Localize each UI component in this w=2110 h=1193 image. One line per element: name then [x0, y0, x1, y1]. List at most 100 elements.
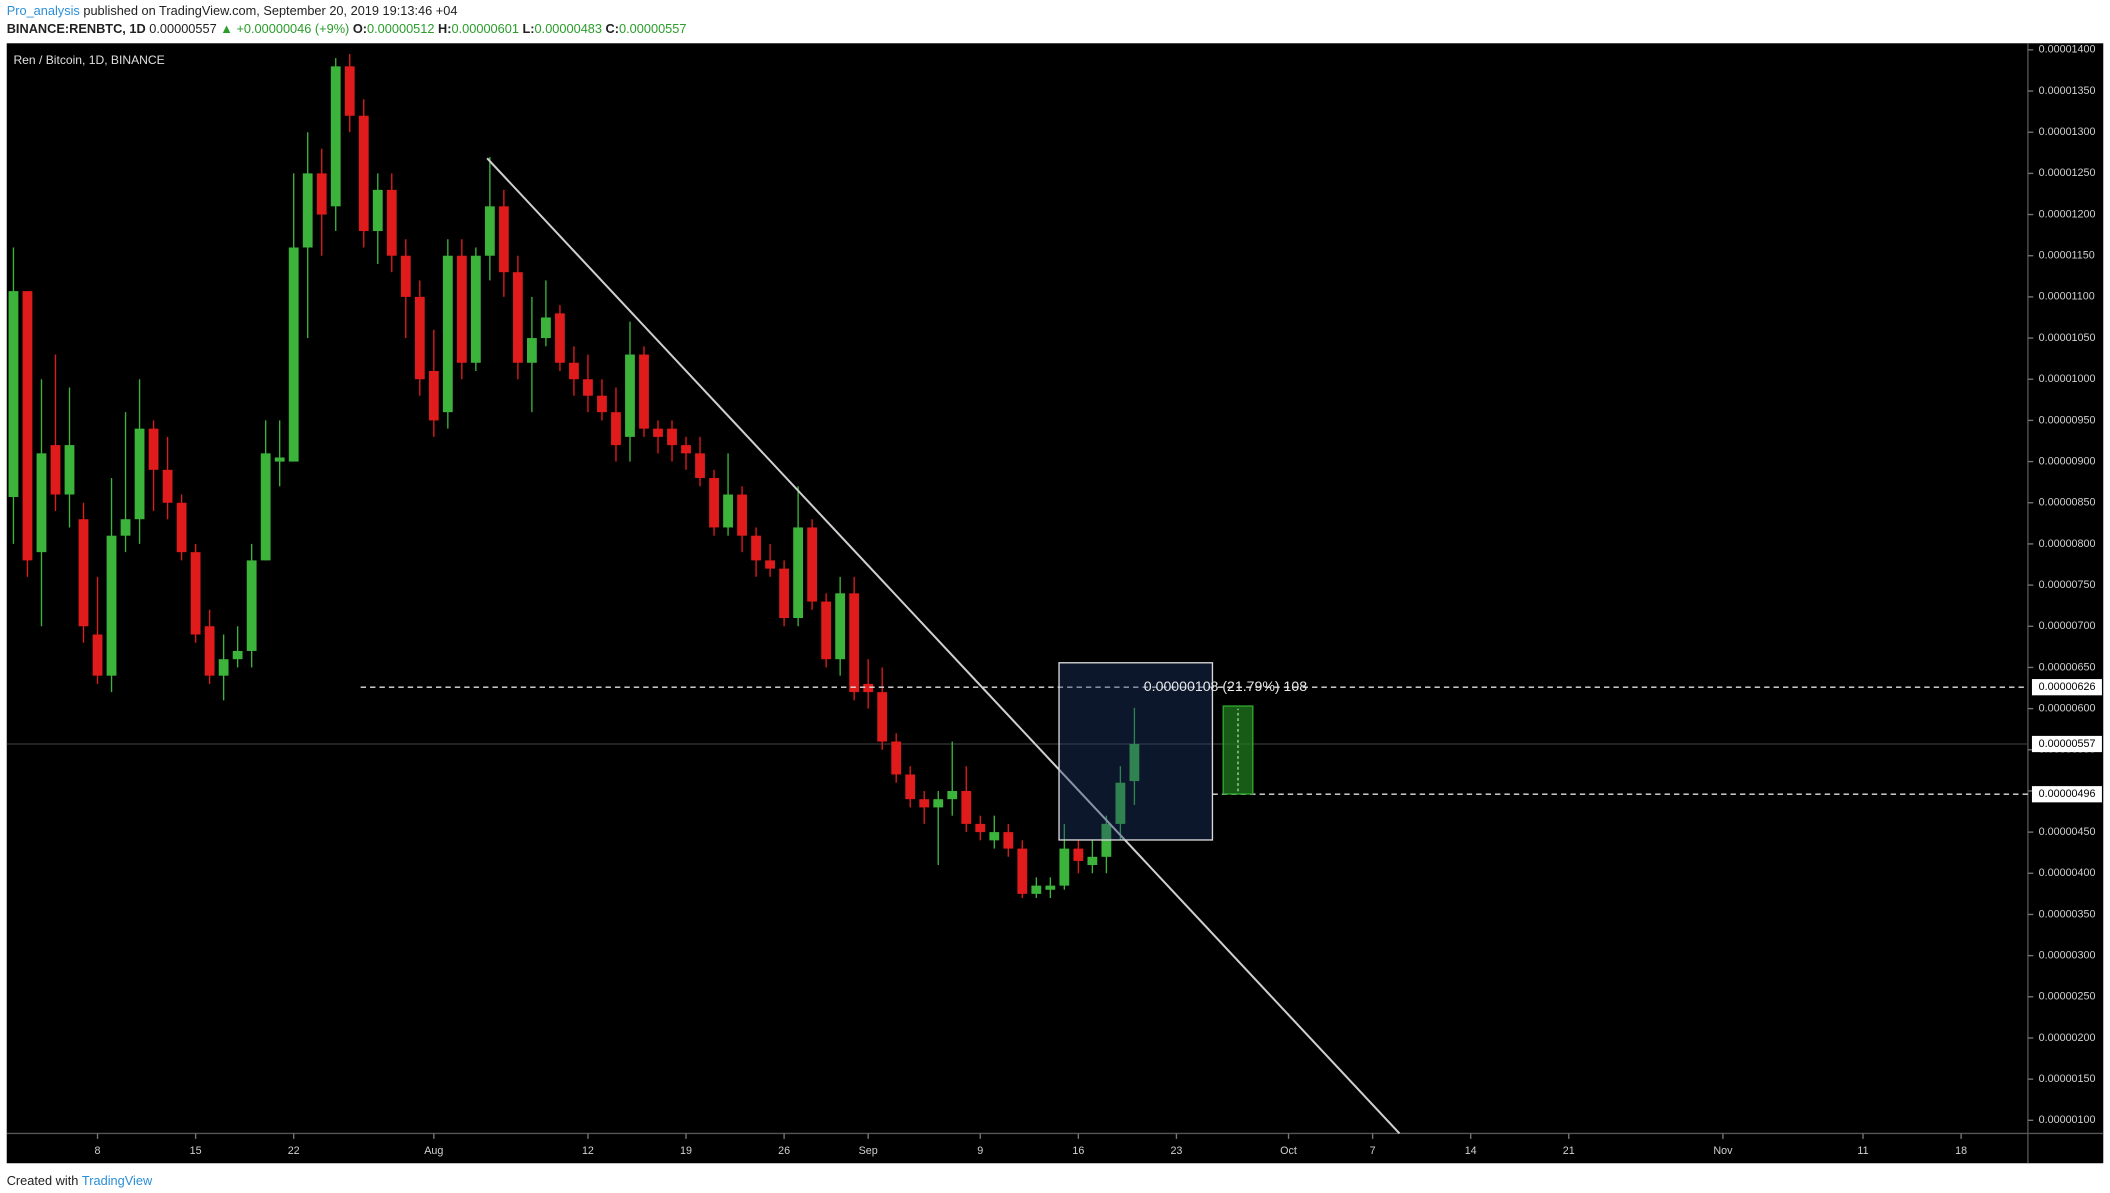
- candle-body: [232, 650, 243, 660]
- y-tick-label: 0.00000700: [2039, 620, 2096, 632]
- l-label: L:: [523, 21, 535, 36]
- y-tick-label: 0.00000950: [2039, 414, 2096, 426]
- c-value: 0.00000557: [619, 21, 686, 36]
- x-tick-label: 7: [1370, 1145, 1376, 1157]
- candle-body: [555, 313, 565, 363]
- candle-body: [625, 354, 635, 437]
- arrow: ▲: [220, 21, 233, 36]
- candle-body: [947, 790, 958, 800]
- candle-body: [316, 173, 327, 215]
- chart-title: Ren / Bitcoin, 1D, BINANCE: [13, 53, 164, 67]
- level-label: 0.00000626: [2039, 681, 2096, 693]
- x-tick-label: Nov: [1713, 1145, 1733, 1157]
- candle-body: [176, 502, 187, 553]
- level-label: 0.00000496: [2039, 788, 2096, 800]
- y-tick-label: 0.00001200: [2039, 208, 2096, 220]
- h-label: H:: [438, 21, 451, 36]
- candle-body: [498, 206, 509, 273]
- y-tick-label: 0.00000650: [2039, 661, 2096, 673]
- published: published on TradingView.com, September …: [83, 4, 457, 19]
- x-tick-label: 11: [1857, 1145, 1868, 1157]
- x-tick-label: 21: [1563, 1145, 1575, 1157]
- candle-body: [611, 412, 621, 446]
- candle-body: [569, 362, 579, 380]
- candle-body: [372, 189, 383, 232]
- x-tick-label: 26: [778, 1145, 790, 1157]
- candle-body: [78, 519, 89, 627]
- candle-body: [723, 494, 733, 528]
- candle-body: [849, 593, 860, 693]
- o-value: 0.00000512: [367, 21, 434, 36]
- trend-line[interactable]: [486, 157, 1401, 1135]
- candle-body: [891, 741, 902, 775]
- candle-body: [330, 66, 341, 207]
- candle-body: [22, 291, 33, 561]
- x-tick-label: 23: [1170, 1145, 1182, 1157]
- candle-body: [919, 799, 930, 808]
- candle-body: [344, 66, 355, 116]
- candle-body: [1087, 856, 1098, 866]
- footer-created: Created with: [7, 1174, 79, 1189]
- candle-body: [120, 519, 131, 536]
- y-tick-label: 0.00000200: [2039, 1032, 2096, 1044]
- candle-body: [1115, 782, 1126, 824]
- candle-body: [653, 428, 663, 437]
- c-label: C:: [606, 21, 619, 36]
- candle-body: [933, 799, 944, 808]
- candle-body: [1031, 885, 1042, 894]
- last-price-box: [2031, 735, 2102, 753]
- highlight-box[interactable]: [1058, 662, 1214, 841]
- x-tick-label: 14: [1465, 1145, 1477, 1157]
- candle-body: [162, 469, 173, 503]
- candle-body: [148, 428, 159, 470]
- candle-body: [302, 173, 313, 248]
- x-tick-label: 18: [1955, 1145, 1967, 1157]
- footer-brand[interactable]: TradingView: [82, 1174, 153, 1189]
- candle-body: [442, 255, 453, 413]
- h-value: 0.00000601: [452, 21, 519, 36]
- candle-body: [835, 593, 846, 660]
- candle-body: [260, 453, 271, 561]
- y-tick-label: 0.00000800: [2039, 538, 2096, 550]
- l-value: 0.00000483: [535, 21, 602, 36]
- candle-body: [8, 291, 19, 497]
- y-tick-label: 0.00000850: [2039, 497, 2096, 509]
- last: 0.00000557: [149, 21, 216, 36]
- o-label: O:: [353, 21, 367, 36]
- candle-body: [961, 790, 972, 824]
- candle-body: [414, 296, 425, 380]
- y-tick-label: 0.00001050: [2039, 332, 2096, 344]
- candle-body: [681, 445, 691, 454]
- candle-body: [779, 568, 790, 619]
- candle-body: [218, 659, 229, 676]
- candle-body: [288, 247, 299, 462]
- candle-body: [1059, 848, 1070, 886]
- x-tick-label: 9: [977, 1145, 983, 1157]
- level-label-box: [2031, 679, 2102, 696]
- candle-body: [821, 601, 832, 660]
- x-tick-label: 15: [190, 1145, 202, 1157]
- candle-body: [905, 774, 916, 800]
- candle-body: [274, 457, 285, 462]
- plot: 0.00000100 0.00000150 0.00000200 0.00000250…: [6, 44, 2102, 1157]
- y-tick-label: 0.00000300: [2039, 949, 2096, 961]
- candle-body: [1073, 848, 1084, 861]
- candle-body: [526, 338, 537, 363]
- candle-body: [358, 115, 369, 232]
- candle-body: [204, 626, 215, 676]
- candle-body: [484, 206, 495, 256]
- candle-body: [470, 255, 481, 363]
- symbol: BINANCE:RENBTC, 1D: [7, 21, 146, 36]
- candle-body: [975, 823, 986, 833]
- author[interactable]: Pro_analysis: [7, 4, 80, 19]
- candle-body: [709, 478, 719, 528]
- candle-body: [695, 453, 705, 479]
- x-tick-label: 16: [1072, 1145, 1084, 1157]
- candle-body: [639, 354, 649, 429]
- candle-body: [92, 634, 103, 676]
- candle-body: [1017, 848, 1028, 894]
- y-tick-label: 0.00000350: [2039, 908, 2096, 920]
- y-tick-label: 0.00000600: [2039, 702, 2096, 714]
- y-tick-label: 0.00001100: [2039, 291, 2095, 303]
